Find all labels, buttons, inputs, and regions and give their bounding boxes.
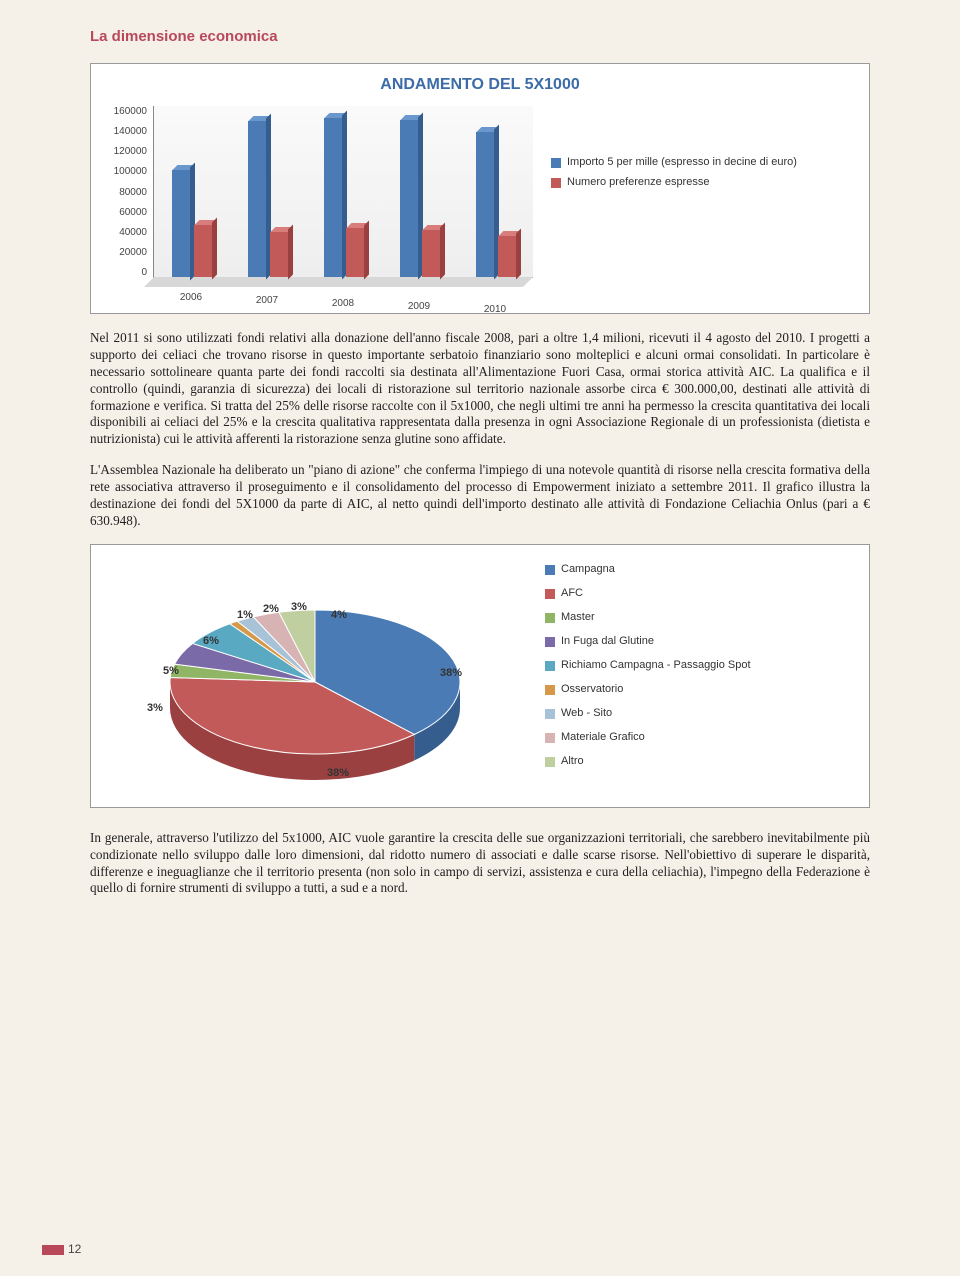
pie-chart-container: 38%38%3%5%6%1%2%3%4% CampagnaAFCMasterIn… [90, 544, 870, 808]
bar-chart-y-axis: 1600001400001200001000008000060000400002… [105, 106, 153, 278]
section-title: La dimensione economica [90, 28, 870, 45]
paragraph-1b: L'Assemblea Nazionale ha deliberato un "… [90, 462, 870, 530]
paragraph-2: In generale, attraverso l'utilizzo del 5… [90, 830, 870, 898]
page-number: 12 [42, 1242, 81, 1256]
bar-chart-container: ANDAMENTO DEL 5X1000 1600001400001200001… [90, 63, 870, 314]
bar-chart-legend: Importo 5 per mille (espresso in decine … [551, 156, 801, 196]
bar-chart-plot [153, 106, 533, 278]
pie-chart-plot: 38%38%3%5%6%1%2%3%4% [105, 557, 525, 797]
bar-chart-x-axis: 20062007200820092010 [153, 292, 533, 303]
bar-chart-title: ANDAMENTO DEL 5X1000 [105, 76, 855, 94]
paragraph-1: Nel 2011 si sono utilizzati fondi relati… [90, 330, 870, 448]
pie-chart-legend: CampagnaAFCMasterIn Fuga dal GlutineRich… [545, 563, 751, 797]
